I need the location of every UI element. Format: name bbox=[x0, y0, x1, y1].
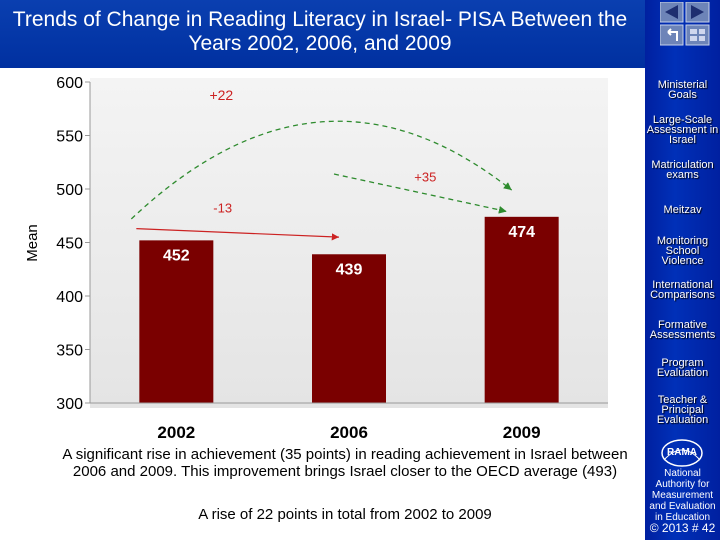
y-tick-label: 500 bbox=[56, 182, 83, 199]
y-tick-label: 450 bbox=[56, 236, 83, 253]
x-tick-label: 2002 bbox=[157, 423, 195, 442]
header-banner: Trends of Change in Reading Literacy in … bbox=[0, 0, 645, 68]
x-axis: 2002 2006 2009 bbox=[90, 402, 608, 442]
page-title: Trends of Change in Reading Literacy in … bbox=[12, 8, 628, 55]
x-tick-label: 2006 bbox=[330, 423, 368, 442]
caption-main: A significant rise in achievement (35 po… bbox=[62, 446, 628, 480]
sidebar-item-large-scale-assessment[interactable]: Large-Scale Assessment in Israel bbox=[646, 114, 719, 146]
navigation-controls bbox=[660, 2, 710, 46]
bar-value-label: 452 bbox=[163, 247, 190, 264]
copyright-slide-number: © 2013 # 42 bbox=[649, 521, 716, 535]
change-annotations: +22 +35 -13 bbox=[130, 87, 513, 241]
y-tick-label: 550 bbox=[56, 129, 83, 146]
y-tick-label: 350 bbox=[56, 343, 83, 360]
caption-secondary: A rise of 22 points in total from 2002 t… bbox=[198, 506, 492, 523]
bar-value-label: 474 bbox=[508, 224, 535, 241]
organization-name: National Authority for Measurement and E… bbox=[649, 468, 716, 523]
x-tick-label: 2009 bbox=[503, 423, 541, 442]
bar-series: 452 439 474 bbox=[139, 216, 559, 403]
y-tick-label: 300 bbox=[56, 396, 83, 413]
reading-literacy-chart: 300 350 400 450 500 550 600 452 439 474 2002 2006… bbox=[24, 75, 608, 442]
sidebar-item-formative-assessments[interactable]: Formative Assessments bbox=[649, 319, 716, 341]
home-icon[interactable] bbox=[660, 24, 684, 46]
previous-slide-icon[interactable] bbox=[660, 2, 684, 23]
annotation-label: +35 bbox=[414, 170, 436, 185]
y-axis: 300 350 400 450 500 550 600 bbox=[56, 75, 91, 413]
y-tick-label: 600 bbox=[56, 75, 83, 92]
next-slide-icon[interactable] bbox=[685, 2, 710, 23]
bar bbox=[139, 240, 214, 403]
sidebar-item-international-comparisons[interactable]: International Comparisons bbox=[650, 279, 715, 301]
bar bbox=[484, 216, 559, 403]
sidebar-item-teacher-principal-evaluation[interactable]: Teacher & Principal Evaluation bbox=[656, 394, 709, 426]
rama-logo: RAMA bbox=[661, 439, 703, 467]
annotation-label: -13 bbox=[213, 201, 232, 216]
sidebar-item-program-evaluation[interactable]: Program Evaluation bbox=[656, 357, 709, 379]
bar-value-label: 439 bbox=[336, 261, 363, 278]
y-tick-label: 400 bbox=[56, 289, 83, 306]
y-axis-label: Mean bbox=[24, 224, 41, 262]
annotation-label: +22 bbox=[209, 87, 233, 103]
period-change-arrow bbox=[333, 173, 507, 214]
sidebar-item-monitoring-violence[interactable]: Monitoring School Violence bbox=[656, 235, 709, 267]
menu-icon[interactable] bbox=[685, 24, 710, 46]
decline-arrow bbox=[136, 227, 340, 241]
sidebar-item-matriculation-exams[interactable]: Matriculation exams bbox=[651, 159, 714, 181]
total-change-arc bbox=[130, 120, 513, 220]
rama-logo-text: RAMA bbox=[667, 447, 697, 458]
bar bbox=[312, 254, 386, 403]
sidebar-item-ministerial-goals[interactable]: Ministerial Goals bbox=[657, 79, 708, 101]
sidebar-item-meitzav[interactable]: Meitzav bbox=[663, 204, 702, 216]
